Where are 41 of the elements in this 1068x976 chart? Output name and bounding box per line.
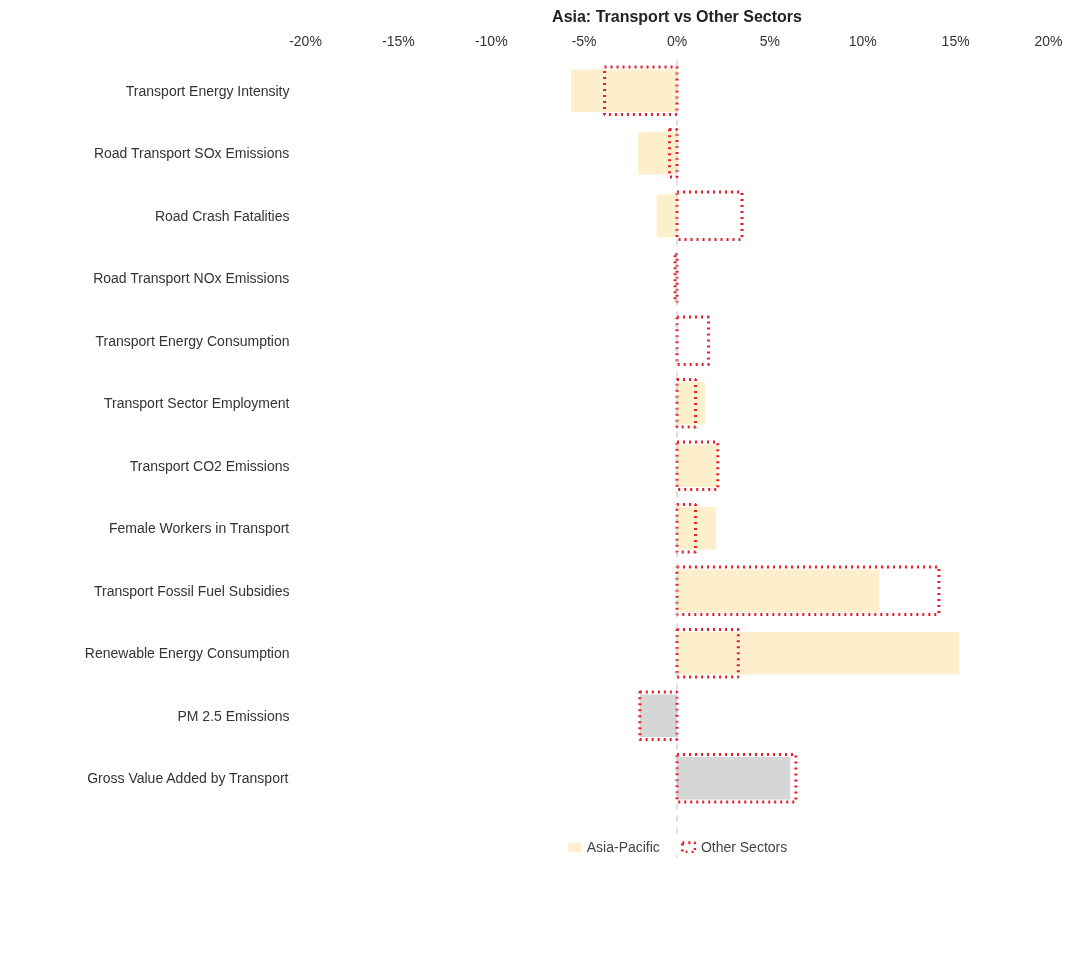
x-tick-label: -5% bbox=[571, 32, 597, 49]
legend-label: Asia-Pacific bbox=[586, 839, 660, 855]
bar bbox=[637, 132, 677, 175]
x-tick-label: 20% bbox=[1034, 32, 1063, 49]
chart-title: Asia: Transport vs Other Sectors bbox=[552, 7, 803, 25]
bar bbox=[571, 69, 677, 112]
x-tick-label: 15% bbox=[941, 32, 970, 49]
bar bbox=[675, 753, 798, 804]
bar bbox=[675, 565, 941, 616]
legend-label: Other Sectors bbox=[700, 839, 788, 855]
x-tick-label: 0% bbox=[666, 32, 688, 49]
y-tick-label: Female Workers in Transport bbox=[109, 520, 290, 537]
y-tick-label: Road Transport SOx Emissions bbox=[93, 145, 290, 162]
x-tick-label: 10% bbox=[848, 32, 877, 49]
x-tick-label: 5% bbox=[759, 32, 780, 49]
y-tick-label: Renewable Energy Consumption bbox=[84, 645, 290, 662]
x-tick-label: -10% bbox=[474, 32, 508, 49]
x-tick-label: -15% bbox=[382, 32, 415, 49]
bar bbox=[675, 315, 711, 366]
y-tick-label: Transport Energy Consumption bbox=[95, 332, 290, 349]
bar bbox=[677, 507, 717, 550]
x-tick-label: -20% bbox=[289, 32, 322, 49]
y-tick-label: Road Crash Fatalities bbox=[154, 207, 290, 224]
bar bbox=[675, 628, 740, 679]
y-tick-label: Transport CO2 Emissions bbox=[129, 457, 290, 474]
bar bbox=[603, 65, 679, 116]
y-tick-label: Road Transport NOx Emissions bbox=[93, 270, 290, 287]
y-tick-label: Transport Fossil Fuel Subsidies bbox=[93, 582, 290, 599]
bar bbox=[677, 382, 705, 425]
bar bbox=[673, 253, 679, 304]
bar bbox=[675, 503, 698, 554]
bar bbox=[677, 569, 880, 612]
y-tick-label: Transport Sector Employment bbox=[104, 395, 290, 412]
y-tick-label: PM 2.5 Emissions bbox=[177, 707, 290, 724]
bar bbox=[677, 632, 960, 675]
bar bbox=[668, 128, 679, 179]
bar bbox=[675, 378, 698, 429]
bar bbox=[675, 190, 744, 241]
y-tick-label: Transport Energy Intensity bbox=[125, 82, 290, 99]
bar bbox=[656, 194, 677, 237]
y-tick-label: Gross Value Added by Transport bbox=[87, 770, 289, 787]
